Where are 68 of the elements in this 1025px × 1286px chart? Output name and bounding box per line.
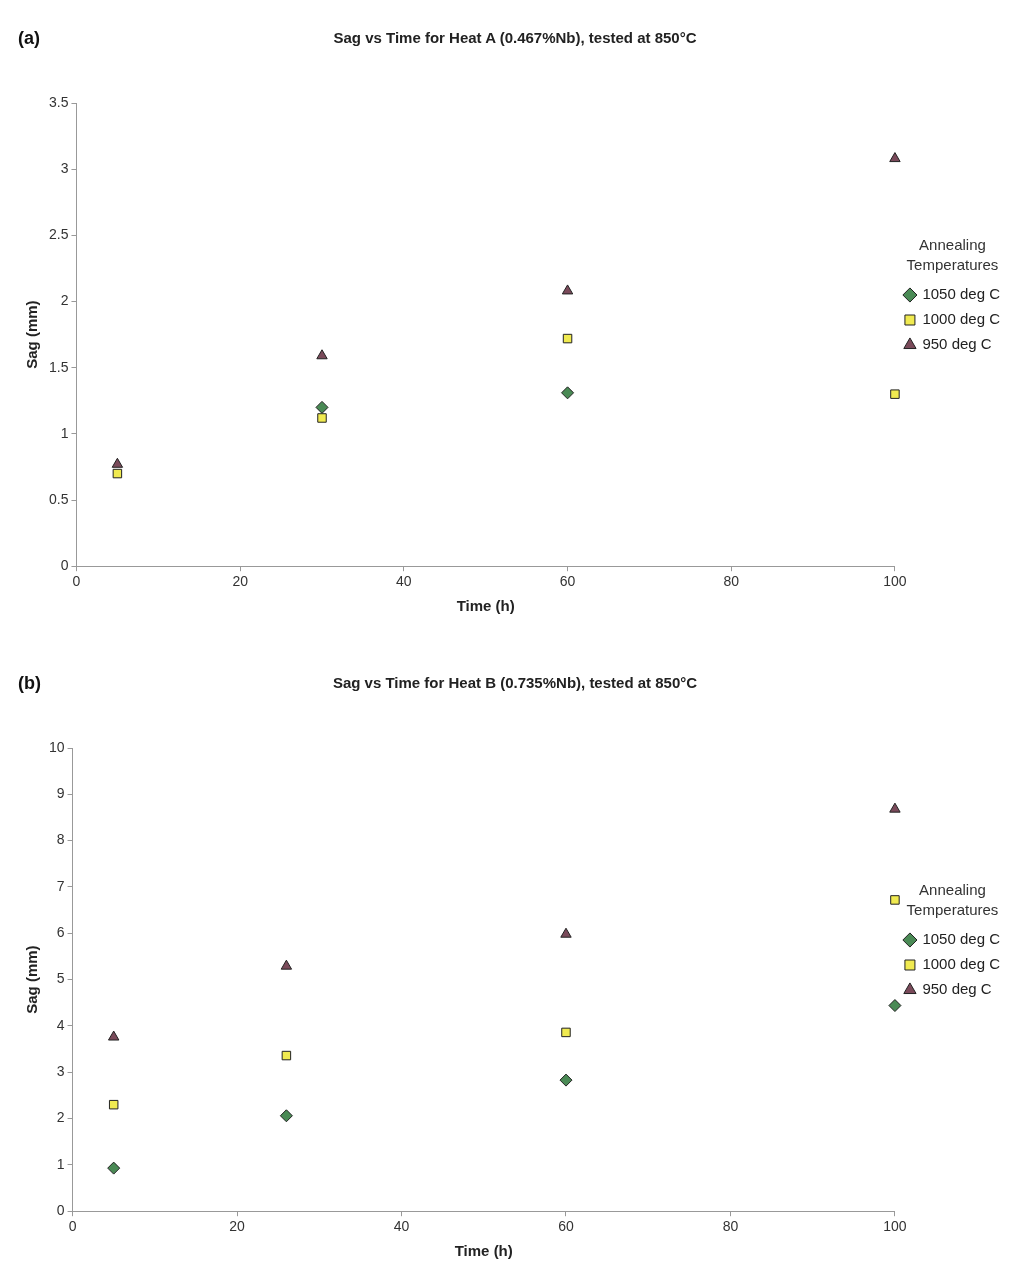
y-axis-title: Sag (mm) — [23, 945, 41, 1014]
point — [561, 386, 575, 400]
point — [107, 1161, 121, 1175]
legend-label: 1050 deg C — [922, 285, 1001, 303]
point — [317, 413, 327, 423]
y-tick-label: 0 — [60, 557, 69, 574]
point — [316, 349, 328, 360]
x-tick-label: 40 — [396, 573, 412, 590]
point — [890, 895, 900, 905]
x-tick-label: 20 — [232, 573, 249, 590]
y-tick-label: 1.5 — [48, 358, 69, 375]
legend-label: 1000 deg C — [922, 310, 1001, 328]
point — [315, 400, 329, 414]
y-tick-label: 8 — [56, 831, 65, 848]
chart-title: Sag vs Time for Heat B (0.735%Nb), tested at 850°C — [332, 674, 698, 692]
y-tick-label: 4 — [56, 1016, 65, 1033]
x-tick-label: 100 — [883, 1218, 907, 1235]
point — [561, 1027, 571, 1038]
point — [108, 1099, 119, 1110]
x-axis-title: Time (h) — [454, 1242, 513, 1260]
x-tick-label: 0 — [72, 573, 81, 590]
y-tick-label: 10 — [48, 738, 65, 755]
point — [280, 959, 293, 970]
x-tick-label: 80 — [722, 1218, 739, 1235]
legend-title: Annealing Temperatures — [906, 881, 999, 919]
y-tick-label: 2 — [56, 1109, 65, 1126]
x-tick-label: 40 — [393, 1218, 410, 1235]
point — [281, 1050, 292, 1061]
chart-title: Sag vs Time for Heat A (0.467%Nb), tested at 850°C — [333, 29, 697, 47]
legend-label: 950 deg C — [922, 980, 992, 998]
y-tick-label: 2 — [60, 292, 69, 309]
point — [107, 1030, 120, 1041]
y-tick-label: 1 — [56, 1155, 65, 1172]
point — [890, 389, 900, 399]
point — [112, 468, 123, 479]
point — [888, 999, 902, 1013]
point — [559, 1073, 573, 1087]
point — [561, 284, 574, 295]
point — [889, 802, 901, 813]
legend-title: Annealing Temperatures — [906, 236, 999, 274]
legend-label: 950 deg C — [922, 335, 992, 353]
x-tick-label: 60 — [558, 1218, 574, 1235]
y-tick-label: 6 — [56, 924, 65, 941]
text: (b) — [18, 672, 41, 693]
point — [889, 152, 901, 163]
y-tick-label: 3 — [56, 1063, 65, 1080]
x-tick-label: 80 — [723, 573, 740, 590]
y-axis-title: Sag (mm) — [23, 300, 41, 369]
y-tick-label: 9 — [56, 785, 65, 802]
point — [111, 457, 124, 468]
y-tick-label: 7 — [56, 877, 65, 894]
x-tick-label: 20 — [229, 1218, 246, 1235]
x-tick-label: 60 — [559, 573, 576, 590]
y-tick-label: 3 — [60, 160, 69, 177]
y-tick-label: 3.5 — [48, 93, 69, 110]
x-tick-label: 100 — [883, 573, 907, 590]
y-tick-label: 5 — [56, 970, 65, 987]
point — [562, 333, 573, 344]
y-tick-label: 2.5 — [48, 226, 69, 243]
y-tick-label: 0.5 — [48, 490, 69, 507]
point — [279, 1109, 293, 1123]
point — [560, 927, 572, 938]
x-axis-title: Time (h) — [456, 597, 515, 615]
y-tick-label: 0 — [56, 1202, 65, 1219]
legend-label: 1000 deg C — [922, 955, 1001, 973]
legend-label: 1050 deg C — [922, 930, 1001, 948]
y-tick-label: 1 — [60, 424, 69, 441]
text: (a) — [18, 27, 40, 48]
